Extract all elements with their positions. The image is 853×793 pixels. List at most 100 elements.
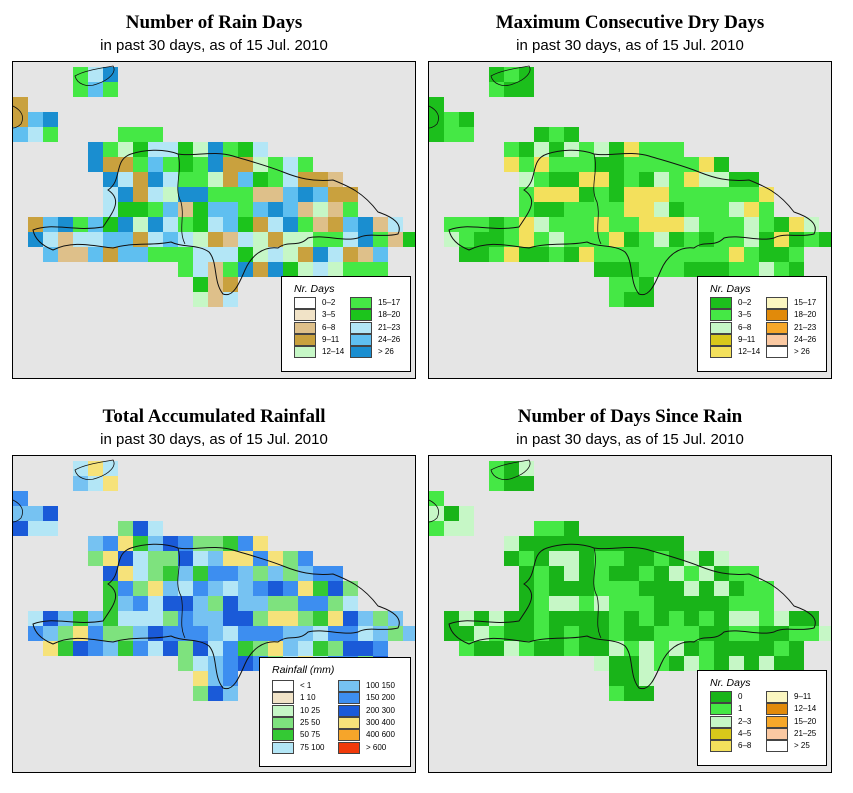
grid-cell — [549, 551, 564, 566]
grid-cell — [564, 157, 579, 172]
legend-swatch — [294, 321, 316, 334]
grid-cell — [148, 202, 163, 217]
grid-cell — [699, 596, 714, 611]
grid-cell — [624, 217, 639, 232]
raster-map — [13, 459, 415, 701]
grid-cell — [313, 187, 328, 202]
grid-cell — [579, 187, 594, 202]
grid-cell — [549, 641, 564, 656]
grid-cell — [669, 596, 684, 611]
grid-cell — [789, 641, 804, 656]
grid-cell — [208, 157, 223, 172]
grid-cell — [489, 626, 504, 641]
grid-cell — [609, 566, 624, 581]
panel-subtitle: in past 30 days, as of 15 Jul. 2010 — [100, 37, 328, 54]
grid-cell — [729, 581, 744, 596]
legend-label: 9–11 — [738, 334, 756, 344]
grid-cell — [759, 217, 774, 232]
map-total-rainfall[interactable]: Rainfall (mm) < 1 1 10 10 25 25 50 50 75 75 1… — [12, 455, 416, 773]
grid-cell — [564, 536, 579, 551]
grid-cell — [73, 82, 88, 97]
grid-cell — [223, 611, 238, 626]
grid-cell — [253, 262, 268, 277]
grid-cell — [639, 262, 654, 277]
grid-cell — [13, 127, 28, 142]
grid-cell — [163, 232, 178, 247]
grid-cell — [564, 232, 579, 247]
grid-cell — [118, 247, 133, 262]
grid-cell — [594, 566, 609, 581]
grid-cell — [654, 217, 669, 232]
grid-cell — [178, 142, 193, 157]
grid-cell — [388, 232, 403, 247]
grid-cell — [358, 232, 373, 247]
legend-swatch — [272, 680, 294, 692]
grid-cell — [163, 536, 178, 551]
grid-cell — [58, 247, 73, 262]
grid-cell — [714, 232, 729, 247]
grid-cell — [133, 521, 148, 536]
grid-cell — [208, 172, 223, 187]
grid-cell — [178, 172, 193, 187]
grid-cell — [328, 262, 343, 277]
grid-cell — [28, 626, 43, 641]
grid-cell — [208, 536, 223, 551]
grid-cell — [388, 611, 403, 626]
grid-cell — [28, 127, 43, 142]
grid-cell — [534, 626, 549, 641]
grid-cell — [579, 536, 594, 551]
grid-cell — [163, 626, 178, 641]
legend-label: 6–8 — [322, 322, 336, 332]
grid-cell — [298, 262, 313, 277]
grid-cell — [699, 611, 714, 626]
grid-cell — [13, 506, 28, 521]
grid-cell — [759, 626, 774, 641]
grid-cell — [88, 551, 103, 566]
legend-swatch — [710, 703, 732, 716]
map-max-dry-days[interactable]: Nr. Days 0–2 3–5 6–8 9–11 12–14 15–17 18–20 21–… — [428, 61, 832, 379]
grid-cell — [178, 202, 193, 217]
grid-cell — [504, 551, 519, 566]
map-rain-days[interactable]: Nr. Days 0–2 3–5 6–8 9–11 12–14 15–17 18–20 21–… — [12, 61, 416, 379]
legend-swatch — [710, 715, 732, 728]
grid-cell — [669, 232, 684, 247]
grid-cell — [579, 551, 594, 566]
grid-cell — [729, 566, 744, 581]
map-days-since-rain[interactable]: Nr. Days 0 1 2–3 4–5 6–8 9–11 12–14 15–20 21–25 >… — [428, 455, 832, 773]
grid-cell — [684, 157, 699, 172]
grid-cell — [178, 217, 193, 232]
legend-label: 21–23 — [378, 322, 401, 332]
grid-cell — [774, 641, 789, 656]
grid-cell — [283, 187, 298, 202]
grid-cell — [268, 187, 283, 202]
legend-swatch — [272, 692, 294, 705]
legend-label: > 25 — [794, 741, 810, 751]
grid-cell — [429, 521, 444, 536]
grid-cell — [624, 292, 639, 307]
grid-cell — [519, 461, 534, 476]
cuba-coastline — [13, 499, 23, 523]
grid-cell — [103, 202, 118, 217]
grid-cell — [193, 536, 208, 551]
grid-cell — [804, 611, 819, 626]
grid-cell — [373, 641, 388, 656]
grid-cell — [594, 187, 609, 202]
legend-swatch — [338, 680, 360, 692]
grid-cell — [193, 157, 208, 172]
grid-cell — [789, 262, 804, 277]
grid-cell — [669, 611, 684, 626]
grid-cell — [714, 641, 729, 656]
grid-cell — [579, 626, 594, 641]
grid-cell — [624, 686, 639, 701]
grid-cell — [163, 566, 178, 581]
grid-cell — [684, 626, 699, 641]
grid-cell — [654, 596, 669, 611]
grid-cell — [328, 217, 343, 232]
grid-cell — [73, 217, 88, 232]
grid-cell — [744, 232, 759, 247]
legend-label: 200 300 — [366, 705, 395, 715]
grid-cell — [28, 521, 43, 536]
panel-subtitle: in past 30 days, as of 15 Jul. 2010 — [516, 37, 744, 54]
grid-cell — [43, 626, 58, 641]
grid-cell — [133, 232, 148, 247]
